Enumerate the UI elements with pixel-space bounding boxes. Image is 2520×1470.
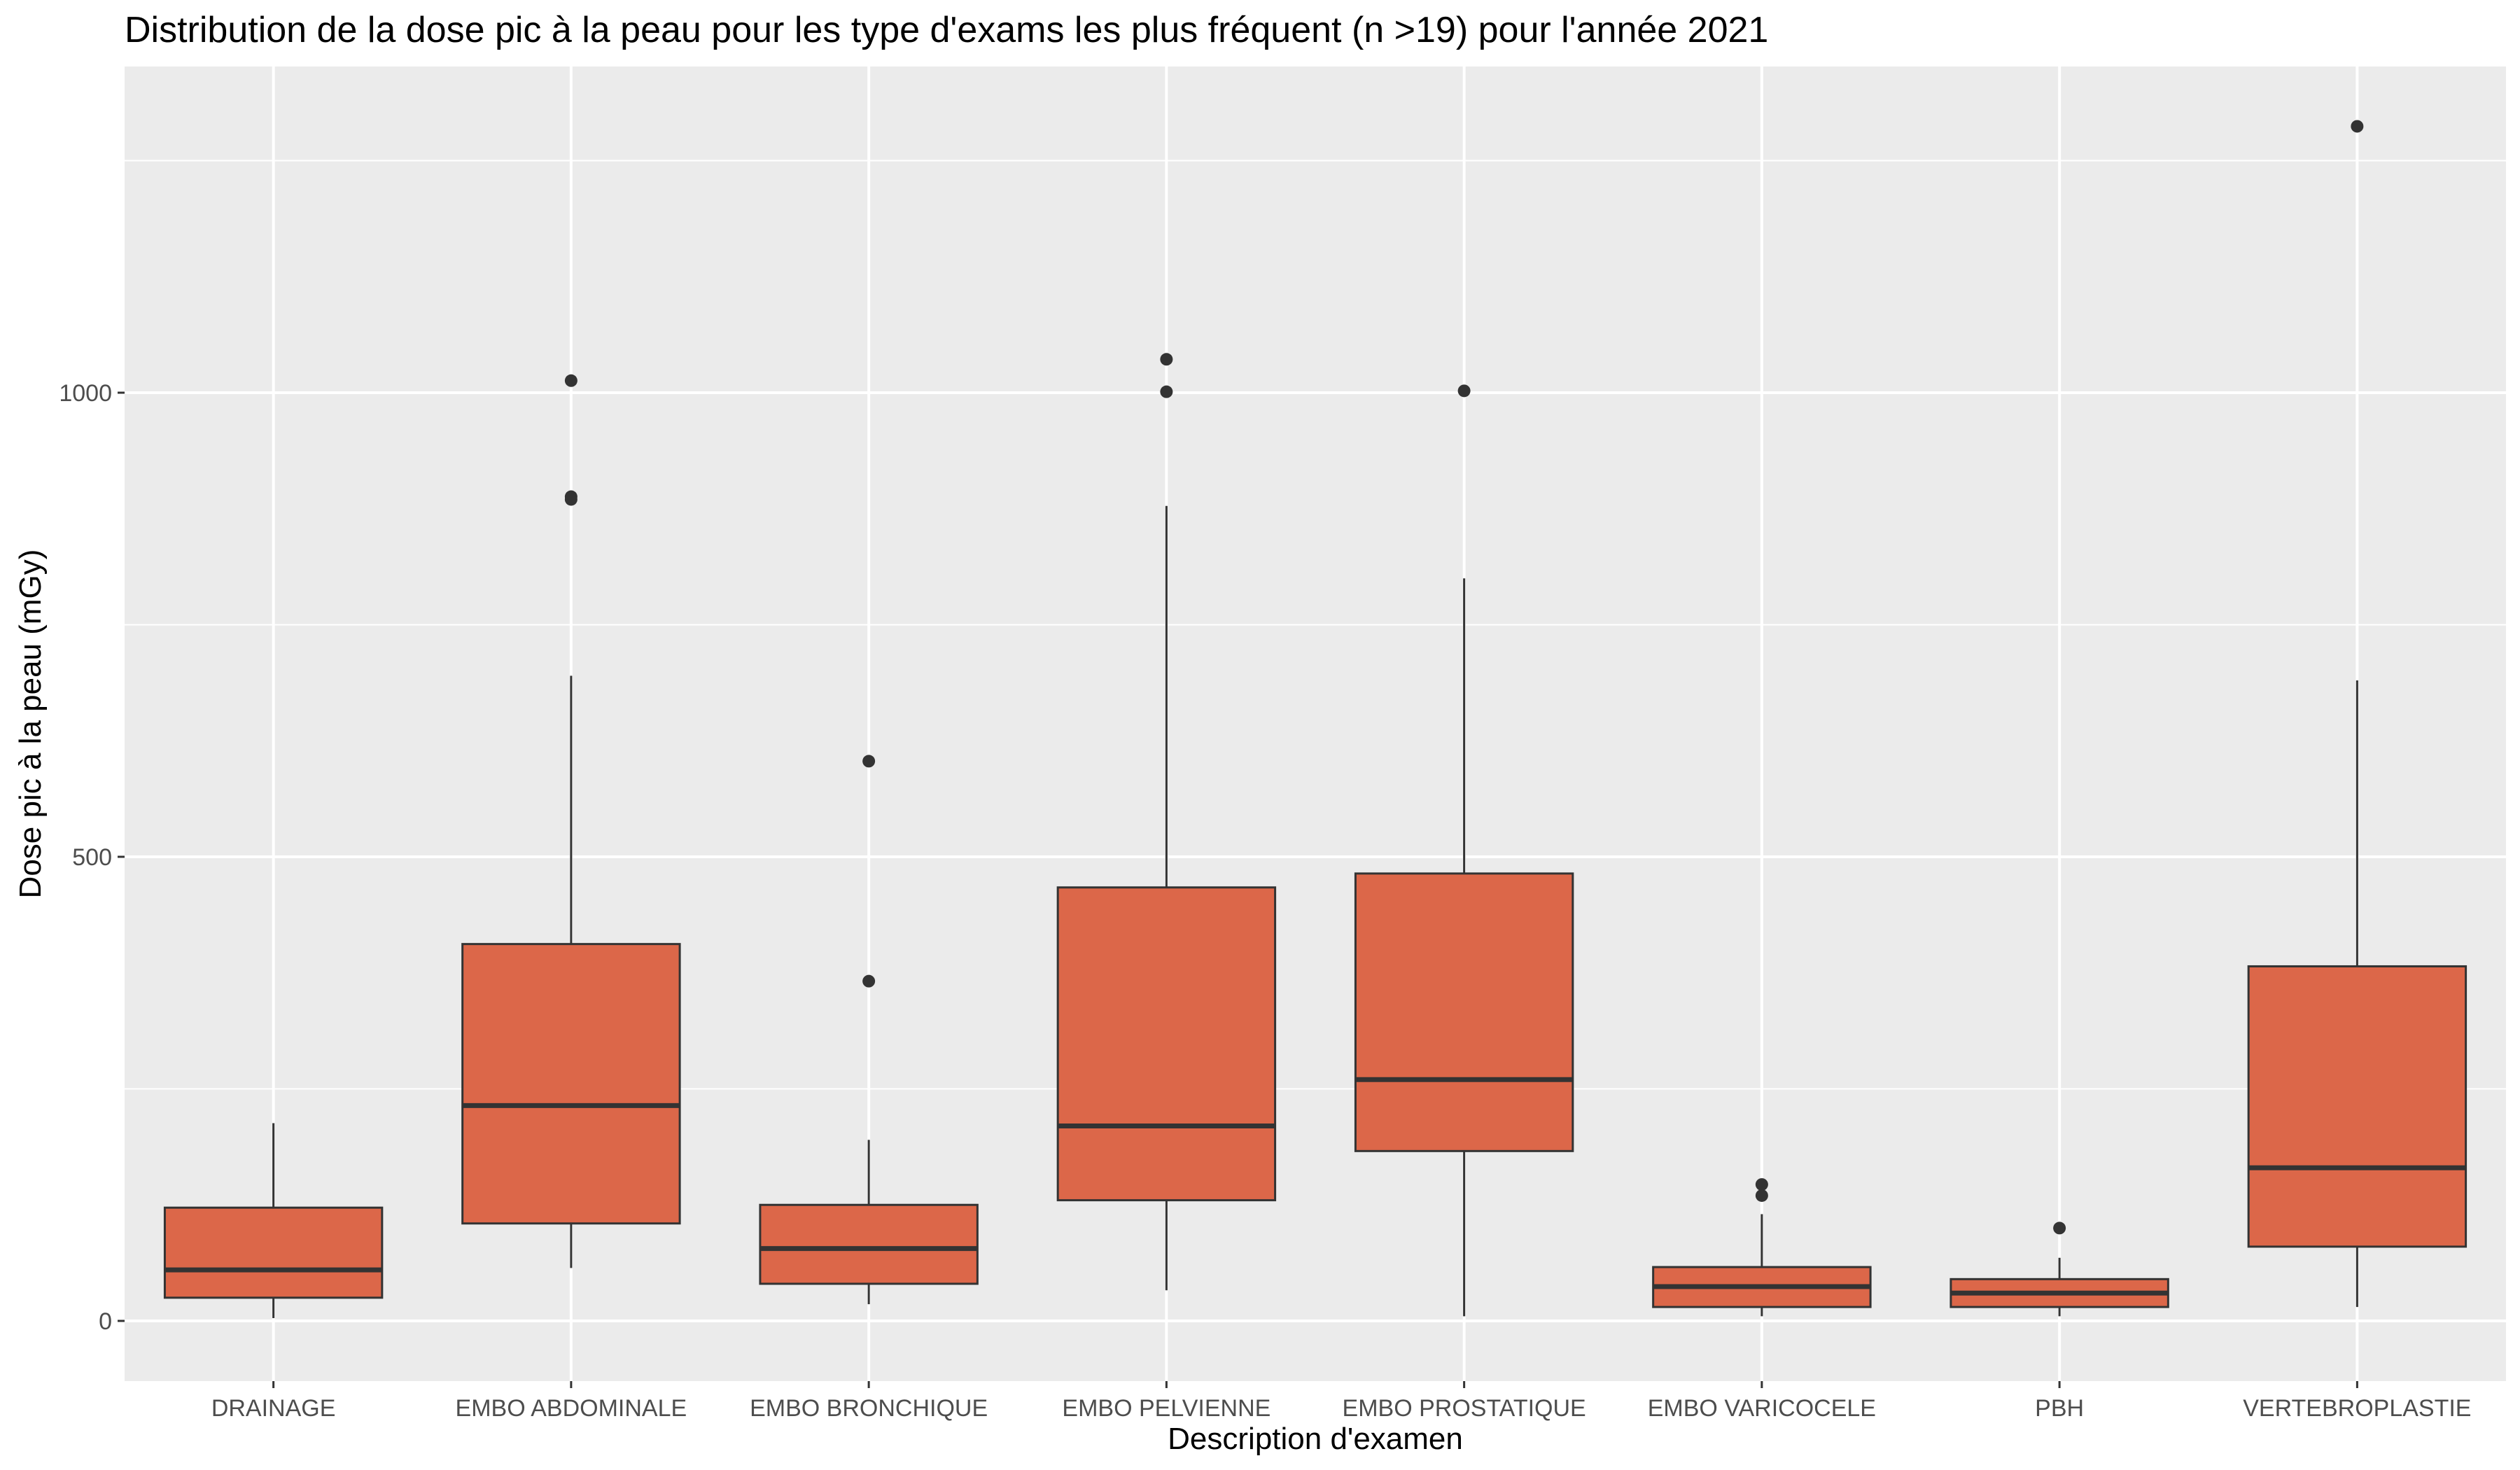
x-tick-label: EMBO PROSTATIQUE — [1343, 1395, 1586, 1422]
outlier-point — [2053, 1222, 2066, 1235]
outlier-point — [1755, 1189, 1768, 1202]
box-embo-abdominale — [461, 374, 681, 1268]
box-vertebroplastie — [2247, 120, 2468, 1308]
x-tick-label: EMBO ABDOMINALE — [456, 1395, 687, 1422]
interquartile-box — [1354, 872, 1574, 1152]
outlier-point — [2351, 120, 2364, 133]
x-tick-label: DRAINAGE — [211, 1395, 336, 1422]
y-axis: 0 500 1000 — [59, 380, 125, 1335]
box-pbh — [1949, 1222, 2169, 1317]
outlier-point — [564, 490, 578, 503]
x-tick-label: VERTEBROPLASTIE — [2243, 1395, 2471, 1422]
x-tick-label: EMBO PELVIENNE — [1062, 1395, 1270, 1422]
chart-title: Distribution de la dose pic à la peau po… — [125, 10, 1768, 50]
outlier-point — [1457, 384, 1471, 398]
interquartile-box — [461, 943, 681, 1225]
outlier-point — [1755, 1178, 1768, 1191]
x-axis-title: Description d'examen — [1168, 1422, 1463, 1456]
y-axis-title: Dose pic à la peau (mGy) — [13, 550, 48, 899]
outlier-point — [862, 974, 876, 988]
outlier-point — [862, 755, 876, 768]
interquartile-box — [2247, 965, 2468, 1248]
interquartile-box — [1056, 886, 1277, 1202]
y-tick-label: 0 — [99, 1308, 112, 1335]
outlier-point — [1160, 385, 1173, 398]
box-series — [163, 120, 2468, 1319]
x-tick-label: EMBO VARICOCELE — [1648, 1395, 1876, 1422]
x-tick-label: PBH — [2035, 1395, 2084, 1422]
outlier-point — [564, 374, 578, 387]
box-embo-bronchique — [759, 755, 979, 1305]
x-axis: DRAINAGE EMBO ABDOMINALE EMBO BRONCHIQUE EM… — [211, 1381, 2472, 1422]
box-embo-prostatique — [1354, 384, 1574, 1317]
outlier-point — [1160, 353, 1173, 366]
y-tick-label: 1000 — [59, 380, 112, 407]
interquartile-box — [759, 1203, 979, 1285]
box-embo-pelvienne — [1056, 353, 1277, 1291]
interquartile-box — [163, 1206, 384, 1299]
y-tick-label: 500 — [72, 844, 112, 871]
box-embo-varicocele — [1652, 1178, 1872, 1317]
box-drainage — [163, 1123, 384, 1319]
x-tick-label: EMBO BRONCHIQUE — [750, 1395, 988, 1422]
